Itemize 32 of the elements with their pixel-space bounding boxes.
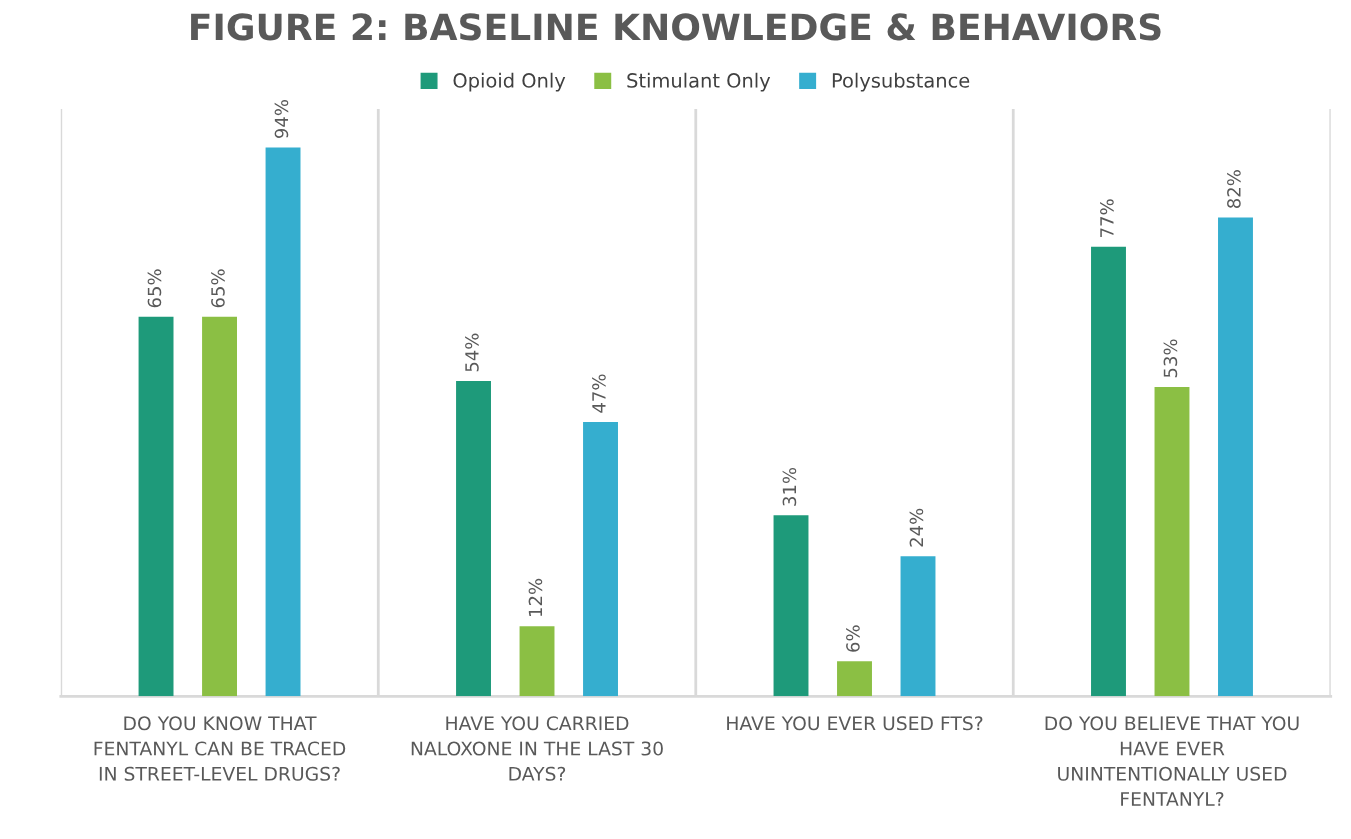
bar <box>456 381 491 697</box>
legend-label: Polysubstance <box>832 72 970 92</box>
data-label: 77% <box>1100 199 1114 237</box>
bar <box>583 421 618 697</box>
data-label: 82% <box>1227 170 1241 208</box>
data-label: 65% <box>147 269 162 308</box>
bar <box>265 147 301 697</box>
data-label: 94% <box>274 100 289 139</box>
bar <box>202 316 237 697</box>
data-label: 54% <box>465 333 479 372</box>
x-tick-label: DO YOU KNOW THAT FENTANYL CAN BE TRACED IN STREET-LEVEL DRUGS? <box>94 716 346 781</box>
legend-label: Stimulant Only <box>627 72 771 92</box>
x-tick-label: HAVE YOU EVER USED FTS? <box>727 716 983 731</box>
x-tick-label: DO YOU BELIEVE THAT YOU HAVE EVER UNINTENTIONALLY USED FENTANYL? <box>1045 716 1299 806</box>
data-label: 31% <box>782 467 797 506</box>
chart-title: FIGURE 2: BASELINE KNOWLEDGE & BEHAVIORS <box>191 13 1161 41</box>
bar <box>1091 246 1126 697</box>
data-label: 65% <box>211 269 225 308</box>
bar <box>1218 217 1253 697</box>
data-label: 53% <box>1163 339 1178 378</box>
bar <box>138 316 174 697</box>
bar <box>900 556 936 697</box>
data-label: 12% <box>528 578 543 616</box>
data-label: 24% <box>909 508 924 547</box>
legend-label: Opioid Only <box>453 72 566 92</box>
bar <box>1154 386 1190 697</box>
data-label: 6% <box>846 625 860 652</box>
data-label: 47% <box>592 374 606 413</box>
bar <box>773 515 809 697</box>
x-tick-label: HAVE YOU CARRIED NALOXONE IN THE LAST 30 DAYS? <box>411 716 663 781</box>
bar <box>519 626 555 697</box>
bar <box>837 661 872 697</box>
